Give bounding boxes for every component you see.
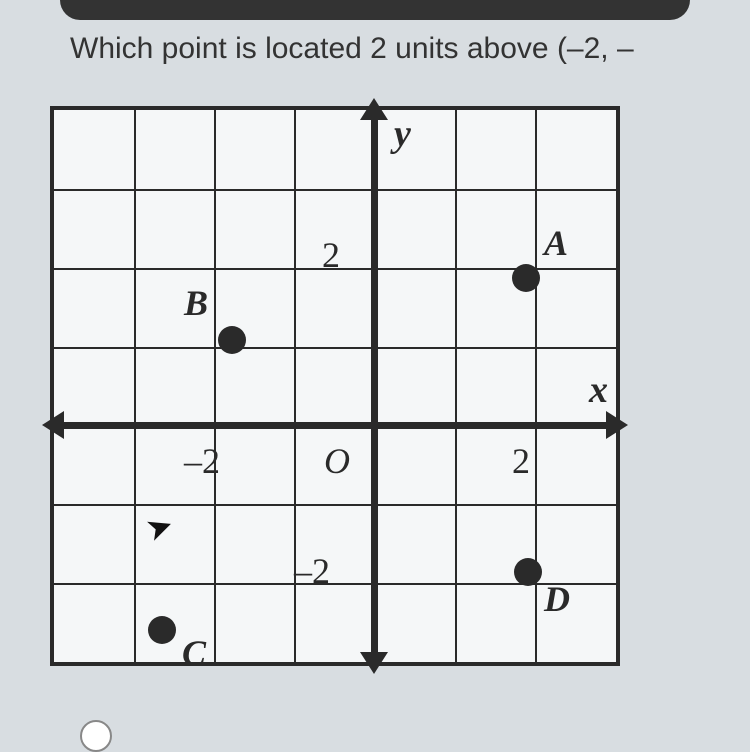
cursor-icon: ➤ — [140, 505, 178, 550]
arrow-right-icon — [606, 411, 628, 439]
grid-line — [54, 504, 616, 506]
grid-line — [54, 189, 616, 191]
x-axis — [54, 422, 616, 429]
origin-label: O — [324, 440, 350, 482]
label-A: A — [544, 222, 568, 264]
header-bar — [60, 0, 690, 20]
point-B — [218, 326, 246, 354]
arrow-down-icon — [360, 652, 388, 674]
answer-radio[interactable] — [80, 720, 112, 752]
tick-value: 2 — [312, 551, 330, 591]
tick-y-neg2: –2 — [294, 550, 330, 592]
grid-line — [214, 110, 216, 662]
point-D — [514, 558, 542, 586]
grid-line — [455, 110, 457, 662]
point-A — [512, 264, 540, 292]
arrow-left-icon — [42, 411, 64, 439]
tick-y-pos2: 2 — [322, 234, 340, 276]
grid-line — [134, 110, 136, 662]
tick-x-pos2: 2 — [512, 440, 530, 482]
label-D: D — [544, 578, 570, 620]
minus-sign: – — [294, 551, 312, 591]
y-axis-label: y — [394, 112, 411, 156]
grid-line — [54, 347, 616, 349]
y-axis — [371, 110, 378, 662]
label-B: B — [184, 282, 208, 324]
coordinate-graph: y x 2 –2 –2 O 2 A B C D ➤ — [50, 106, 620, 666]
question-text: Which point is located 2 units above (–2… — [0, 20, 750, 76]
tick-x-neg2: –2 — [184, 440, 220, 482]
label-C: C — [182, 632, 206, 674]
x-axis-label: x — [589, 368, 608, 412]
arrow-up-icon — [360, 98, 388, 120]
point-C — [148, 616, 176, 644]
